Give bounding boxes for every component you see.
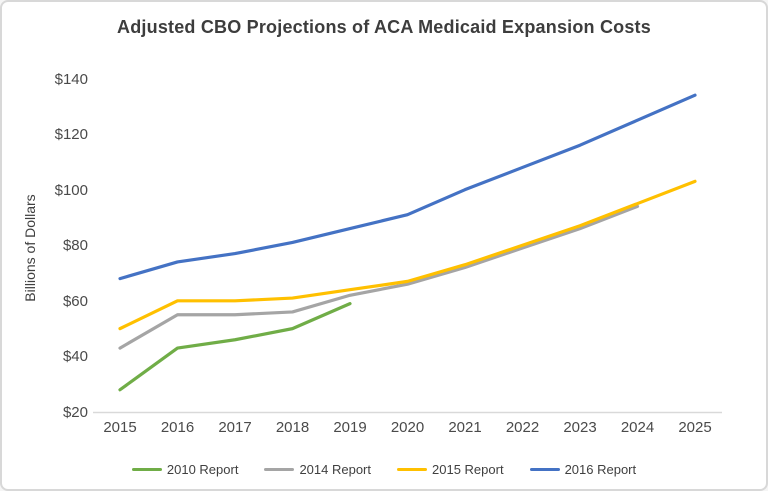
- y-tick-label: $60: [62, 292, 88, 310]
- x-tick-label: 2025: [678, 419, 712, 436]
- legend-swatch-icon: [397, 467, 427, 471]
- y-tick-label: $140: [54, 70, 88, 88]
- legend: 2010 Report 2014 Report 2015 Report 2016 Re…: [2, 459, 766, 479]
- x-tick-label: 2017: [218, 419, 252, 436]
- series-line-2010-report: [118, 302, 352, 392]
- x-tick-label: 2015: [103, 419, 137, 436]
- x-tick-label: 2024: [620, 419, 655, 436]
- legend-swatch-icon: [264, 467, 295, 471]
- legend-item-2010-report: 2010 Report: [131, 461, 239, 477]
- legend-swatch-icon: [529, 467, 560, 471]
- x-tick-label: 2020: [390, 419, 425, 436]
- series-line-2015-report: [118, 179, 697, 331]
- legend-label: 2016 Report: [564, 461, 637, 477]
- legend-item-2015-report: 2015 Report: [397, 462, 504, 477]
- legend-swatch-icon: [131, 467, 162, 471]
- series-line-2016-report: [118, 93, 697, 281]
- y-tick-label: $120: [54, 126, 88, 144]
- chart-title: Adjusted CBO Projections of ACA Medicaid…: [117, 17, 651, 37]
- x-tick-label: 2023: [563, 419, 597, 436]
- legend-label: 2015 Report: [432, 461, 504, 477]
- y-tick-label: $80: [62, 237, 88, 255]
- y-tick-label: $40: [62, 348, 88, 366]
- x-tick-label: 2021: [448, 419, 482, 436]
- y-tick-label: $20: [62, 404, 88, 421]
- legend-item-2016-report: 2016 Report: [529, 461, 637, 477]
- legend-label: 2010 Report: [166, 461, 239, 477]
- y-tick-label: $100: [54, 181, 88, 199]
- x-tick-label: 2019: [333, 419, 367, 436]
- legend-label: 2014 Report: [299, 461, 371, 477]
- x-tick-label: 2018: [275, 419, 310, 436]
- x-tick-label: 2016: [160, 419, 195, 436]
- x-tick-label: 2022: [505, 419, 540, 436]
- legend-item-2014-report: 2014 Report: [264, 462, 371, 477]
- series-line-2014-report: [118, 204, 640, 350]
